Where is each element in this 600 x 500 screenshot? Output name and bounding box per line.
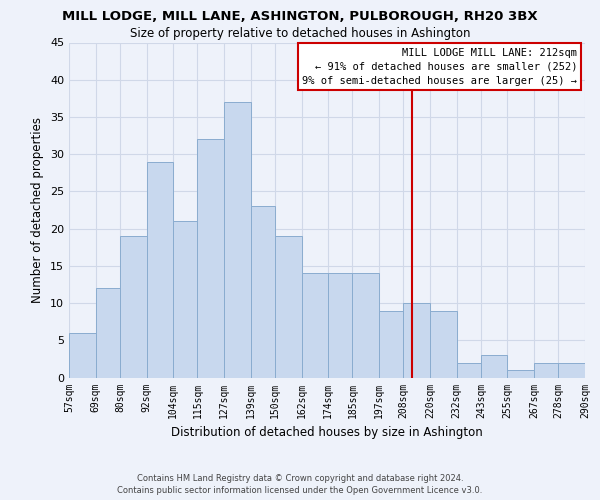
- Bar: [146, 162, 173, 378]
- Bar: [457, 362, 481, 378]
- Bar: [352, 274, 379, 378]
- Bar: [379, 310, 403, 378]
- Bar: [275, 236, 302, 378]
- Bar: [328, 274, 352, 378]
- Bar: [197, 140, 224, 378]
- Bar: [508, 370, 534, 378]
- X-axis label: Distribution of detached houses by size in Ashington: Distribution of detached houses by size …: [171, 426, 483, 439]
- Y-axis label: Number of detached properties: Number of detached properties: [31, 117, 44, 303]
- Text: Size of property relative to detached houses in Ashington: Size of property relative to detached ho…: [130, 28, 470, 40]
- Text: MILL LODGE MILL LANE: 212sqm
← 91% of detached houses are smaller (252)
9% of se: MILL LODGE MILL LANE: 212sqm ← 91% of de…: [302, 48, 577, 86]
- Bar: [69, 333, 95, 378]
- Text: MILL LODGE, MILL LANE, ASHINGTON, PULBOROUGH, RH20 3BX: MILL LODGE, MILL LANE, ASHINGTON, PULBOR…: [62, 10, 538, 23]
- Text: Contains HM Land Registry data © Crown copyright and database right 2024.
Contai: Contains HM Land Registry data © Crown c…: [118, 474, 482, 495]
- Bar: [173, 221, 197, 378]
- Bar: [481, 355, 508, 378]
- Bar: [120, 236, 146, 378]
- Bar: [403, 303, 430, 378]
- Bar: [559, 362, 585, 378]
- Bar: [251, 206, 275, 378]
- Bar: [534, 362, 559, 378]
- Bar: [224, 102, 251, 378]
- Bar: [95, 288, 120, 378]
- Bar: [302, 274, 328, 378]
- Bar: [430, 310, 457, 378]
